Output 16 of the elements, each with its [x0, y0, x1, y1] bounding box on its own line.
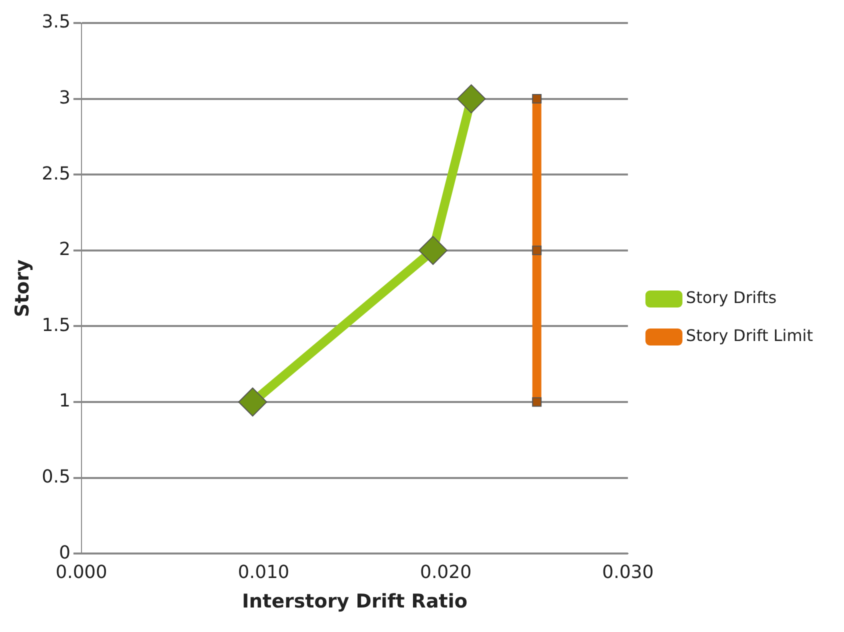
legend-label: Story Drift Limit: [686, 326, 814, 346]
x-tick-label: 0.010: [238, 562, 290, 584]
x-tick-label: 0.020: [420, 562, 472, 584]
y-tick-label: 2.5: [42, 163, 70, 184]
y-tick-label: 2: [58, 239, 70, 260]
y-tick-label: 3: [58, 87, 70, 108]
legend-label: Story Drifts: [686, 288, 777, 308]
y-tick-label: 1.5: [42, 314, 70, 336]
x-axis-title: Interstory Drift Ratio: [242, 590, 468, 613]
y-tick-label: 1: [58, 390, 70, 412]
y-tick-label: 0: [58, 542, 70, 564]
y-tick-label: 3.5: [42, 12, 70, 33]
x-tick-label: 0.000: [56, 562, 108, 584]
y-axis-title: Story: [11, 258, 34, 318]
x-tick-label: 0.030: [602, 562, 654, 584]
y-tick-label: 0.5: [42, 466, 70, 488]
